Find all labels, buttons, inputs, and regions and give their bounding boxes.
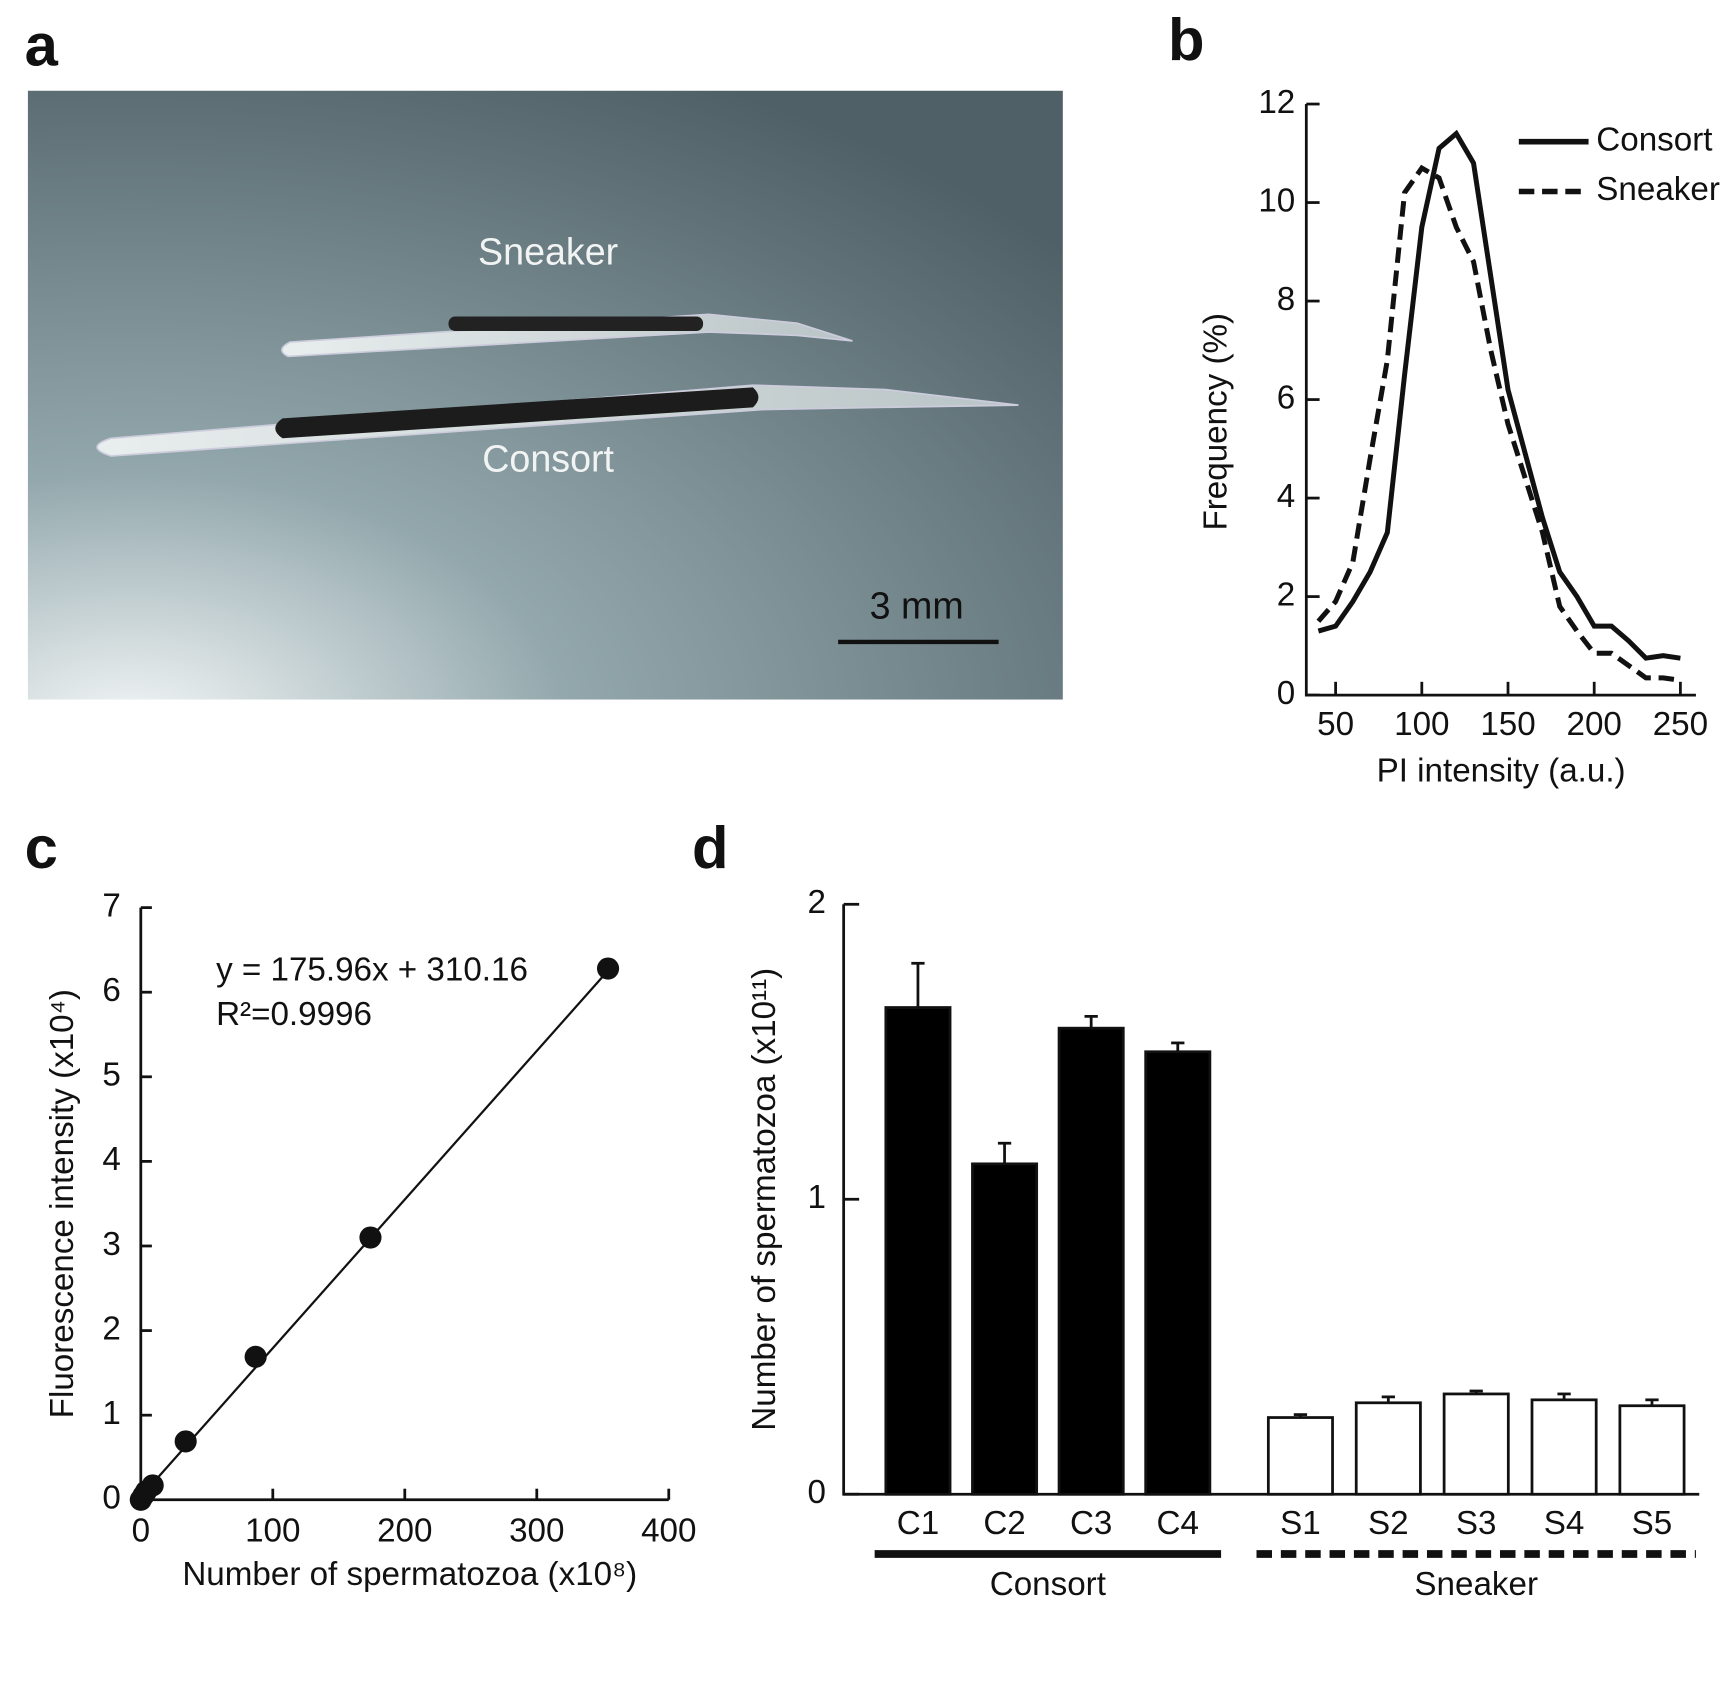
legend-label: Consort <box>1596 121 1712 158</box>
point <box>244 1345 267 1368</box>
sperm-mass <box>275 387 759 439</box>
bar <box>1354 1401 1422 1496</box>
y-axis-label: Frequency (%) <box>1198 313 1235 531</box>
annotation: R²=0.9996 <box>216 996 372 1033</box>
y-axis-label: Fluorescence intensity (x10⁴) <box>44 989 81 1418</box>
bar <box>884 1006 952 1496</box>
x-axis-label: Number of spermatozoa (x10⁸) <box>182 1556 637 1593</box>
x-tick-label: S4 <box>1544 1505 1585 1542</box>
x-tick-label: 50 <box>1317 706 1354 743</box>
y-tick-label: 12 <box>1258 84 1295 121</box>
y-tick-label: 6 <box>102 972 120 1009</box>
point <box>141 1474 164 1497</box>
x-tick-label: 200 <box>1567 706 1622 743</box>
x-tick-label: C3 <box>1070 1505 1112 1542</box>
tube <box>96 384 1019 457</box>
group-label: Sneaker <box>1414 1566 1538 1603</box>
x-tick-label: S1 <box>1280 1505 1321 1542</box>
point <box>174 1430 197 1453</box>
x-tick-label: C4 <box>1157 1505 1199 1542</box>
y-tick-label: 0 <box>102 1480 120 1517</box>
bar <box>1530 1398 1598 1496</box>
bar <box>1144 1050 1212 1496</box>
point <box>359 1226 382 1249</box>
y-tick-label: 4 <box>102 1141 120 1178</box>
legend-label: Sneaker <box>1596 171 1720 208</box>
y-tick-label: 2 <box>102 1310 120 1347</box>
line <box>1316 164 1681 683</box>
annotation: Sneaker <box>478 231 618 273</box>
x-tick-label: C1 <box>897 1505 939 1542</box>
bar <box>1266 1416 1334 1496</box>
y-tick-label: 2 <box>807 884 825 921</box>
panel-label: c <box>25 814 58 881</box>
x-tick-label: 100 <box>245 1513 300 1550</box>
panel-label: a <box>25 12 59 79</box>
y-tick-label: 8 <box>1277 281 1295 318</box>
bar <box>1618 1404 1686 1496</box>
y-tick-label: 1 <box>102 1395 120 1432</box>
y-tick-label: 2 <box>1277 576 1295 613</box>
y-tick-label: 5 <box>102 1057 120 1094</box>
annotation: y = 175.96x + 310.16 <box>216 952 528 989</box>
y-tick-label: 1 <box>807 1179 825 1216</box>
x-tick-label: C2 <box>983 1505 1025 1542</box>
panel-label: b <box>1168 6 1205 73</box>
x-tick-label: 300 <box>509 1513 564 1550</box>
x-tick-label: 200 <box>377 1513 432 1550</box>
y-tick-label: 6 <box>1277 379 1295 416</box>
tube <box>281 313 853 358</box>
y-axis-label: Number of spermatozoa (x10¹¹) <box>746 968 783 1431</box>
y-tick-label: 4 <box>1277 478 1295 515</box>
y-tick-label: 0 <box>807 1474 825 1511</box>
point <box>596 957 620 980</box>
y-tick-label: 7 <box>102 887 120 924</box>
annotation: 3 mm <box>870 585 964 627</box>
line <box>1317 129 1681 661</box>
bar <box>1057 1026 1125 1496</box>
x-tick-label: S2 <box>1368 1505 1409 1542</box>
sperm-mass <box>448 316 704 331</box>
panel-label: d <box>692 814 729 881</box>
group-label: Consort <box>990 1566 1106 1603</box>
annotation: Consort <box>482 437 614 479</box>
x-tick-label: S5 <box>1632 1505 1673 1542</box>
x-tick-label: 0 <box>132 1513 150 1550</box>
y-tick-label: 10 <box>1258 182 1295 219</box>
y-tick-label: 0 <box>1277 675 1295 712</box>
x-tick-label: 400 <box>641 1513 696 1550</box>
x-tick-label: 100 <box>1394 706 1449 743</box>
y-tick-label: 3 <box>102 1226 120 1263</box>
bar <box>1442 1392 1510 1496</box>
x-tick-label: S3 <box>1456 1505 1497 1542</box>
bar <box>971 1162 1039 1496</box>
x-tick-label: 150 <box>1480 706 1535 743</box>
x-tick-label: 250 <box>1653 706 1708 743</box>
x-axis-label: PI intensity (a.u.) <box>1377 752 1626 789</box>
